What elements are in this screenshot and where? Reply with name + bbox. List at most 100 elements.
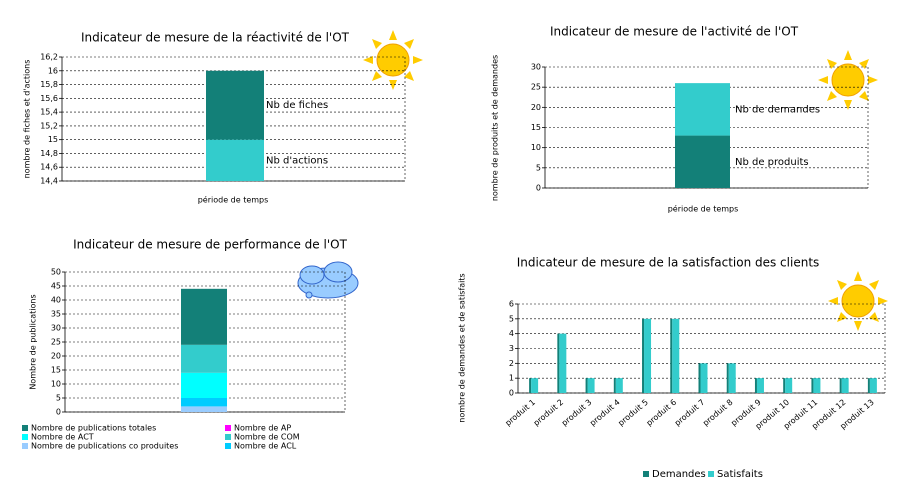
segment-label: Nb d'actions — [266, 155, 328, 166]
y-tick-label: 15,2 — [40, 121, 58, 130]
sun-icon — [362, 29, 424, 91]
y-axis-label: Nombre de publications — [29, 294, 38, 389]
x-tick-label: produit 8 — [701, 398, 735, 428]
legend-label: Nombre de COM — [234, 433, 300, 442]
legend-label: Nombre de ACT — [31, 433, 94, 442]
bar — [531, 378, 539, 393]
chart-title: Indicateur de mesure de la satisfaction … — [517, 256, 820, 270]
legend-swatch — [225, 434, 231, 440]
bar-segment — [181, 344, 227, 373]
bar — [559, 333, 567, 393]
y-tick-label: 15,8 — [40, 80, 58, 89]
y-tick-label: 14,4 — [40, 177, 58, 186]
bar — [867, 378, 870, 393]
bar — [869, 378, 877, 393]
legend-label: Demandes — [652, 469, 706, 480]
y-tick-label: 16,2 — [40, 53, 58, 62]
x-tick-label: produit 1 — [503, 398, 537, 428]
y-axis-label: nombre de produits et de demandes — [491, 55, 500, 201]
legend-label: Nombre de AP — [234, 424, 291, 433]
bar-segment — [181, 288, 227, 345]
bar-segment — [181, 398, 227, 407]
bar — [785, 378, 793, 393]
chart-title: Indicateur de mesure de la réactivité de… — [81, 31, 350, 45]
bar — [644, 318, 652, 393]
x-tick-label: produit 7 — [673, 398, 707, 428]
x-tick-label: produit 4 — [588, 398, 622, 428]
bar — [841, 378, 849, 393]
cloud-icon — [297, 261, 359, 299]
x-tick-label: produit 6 — [645, 398, 679, 428]
bar — [811, 378, 814, 393]
y-tick-label: 35 — [51, 310, 61, 319]
bar-segment — [675, 135, 730, 188]
sun-icon — [817, 49, 879, 111]
bar — [587, 378, 595, 393]
legend-swatch — [22, 434, 28, 440]
bar — [670, 318, 673, 393]
y-axis-label: nombre de demandes et de satisfaits — [458, 273, 467, 422]
bar-segment — [181, 372, 227, 398]
bar — [698, 363, 701, 393]
y-tick-label: 40 — [51, 296, 61, 305]
y-tick-label: 50 — [51, 268, 61, 277]
bar — [585, 378, 588, 393]
y-tick-label: 0 — [56, 408, 61, 417]
bar-segment — [206, 139, 264, 181]
bar — [672, 318, 680, 393]
y-tick-label: 20 — [531, 103, 541, 112]
y-tick-label: 15 — [531, 123, 541, 132]
y-tick-label: 10 — [51, 380, 61, 389]
y-tick-label: 30 — [531, 63, 541, 72]
y-axis-label: nombre de fiches et d'actions — [23, 60, 32, 179]
segment-label: Nb de fiches — [266, 100, 328, 111]
y-tick-label: 5 — [509, 314, 514, 323]
legend-swatch — [643, 471, 649, 477]
bar — [557, 333, 560, 393]
y-tick-label: 30 — [51, 324, 61, 333]
y-tick-label: 25 — [531, 83, 541, 92]
x-tick-label: produit 2 — [532, 398, 566, 428]
y-tick-label: 14,8 — [40, 149, 58, 158]
y-tick-label: 20 — [51, 352, 61, 361]
x-axis-label: période de temps — [198, 195, 269, 205]
sun-icon — [827, 270, 889, 332]
x-tick-label: produit 3 — [560, 398, 594, 428]
legend-swatch — [22, 425, 28, 431]
legend-swatch — [708, 471, 714, 477]
legend-swatch — [22, 443, 28, 449]
x-axis-label: période de temps — [668, 204, 739, 214]
y-tick-label: 5 — [536, 163, 541, 172]
y-tick-label: 0 — [509, 389, 514, 398]
segment-label: Nb de produits — [735, 157, 809, 168]
y-tick-label: 5 — [56, 394, 61, 403]
y-tick-label: 10 — [531, 143, 541, 152]
y-tick-label: 3 — [509, 344, 514, 353]
x-tick-label: produit 5 — [616, 398, 650, 428]
y-tick-label: 15 — [51, 366, 61, 375]
bar — [615, 378, 623, 393]
y-tick-label: 14,6 — [40, 163, 58, 172]
y-tick-label: 2 — [509, 359, 514, 368]
bar — [839, 378, 842, 393]
bar — [783, 378, 786, 393]
legend-label: Satisfaits — [717, 469, 763, 480]
bar — [613, 378, 616, 393]
bar — [700, 363, 708, 393]
legend-label: Nombre de ACL — [234, 442, 297, 451]
y-tick-label: 15,4 — [40, 108, 58, 117]
chart-title: Indicateur de mesure de l'activité de l'… — [550, 25, 799, 39]
bar — [728, 363, 736, 393]
y-tick-label: 0 — [536, 184, 541, 193]
bar — [642, 318, 645, 393]
y-tick-label: 4 — [509, 329, 514, 338]
bar — [754, 378, 757, 393]
legend-label: Nombre de publications co produites — [31, 442, 178, 451]
y-tick-label: 6 — [509, 300, 514, 309]
legend-swatch — [225, 425, 231, 431]
y-tick-label: 15 — [48, 135, 58, 144]
y-tick-label: 45 — [51, 282, 61, 291]
bar-segment — [181, 406, 227, 412]
bar — [813, 378, 821, 393]
